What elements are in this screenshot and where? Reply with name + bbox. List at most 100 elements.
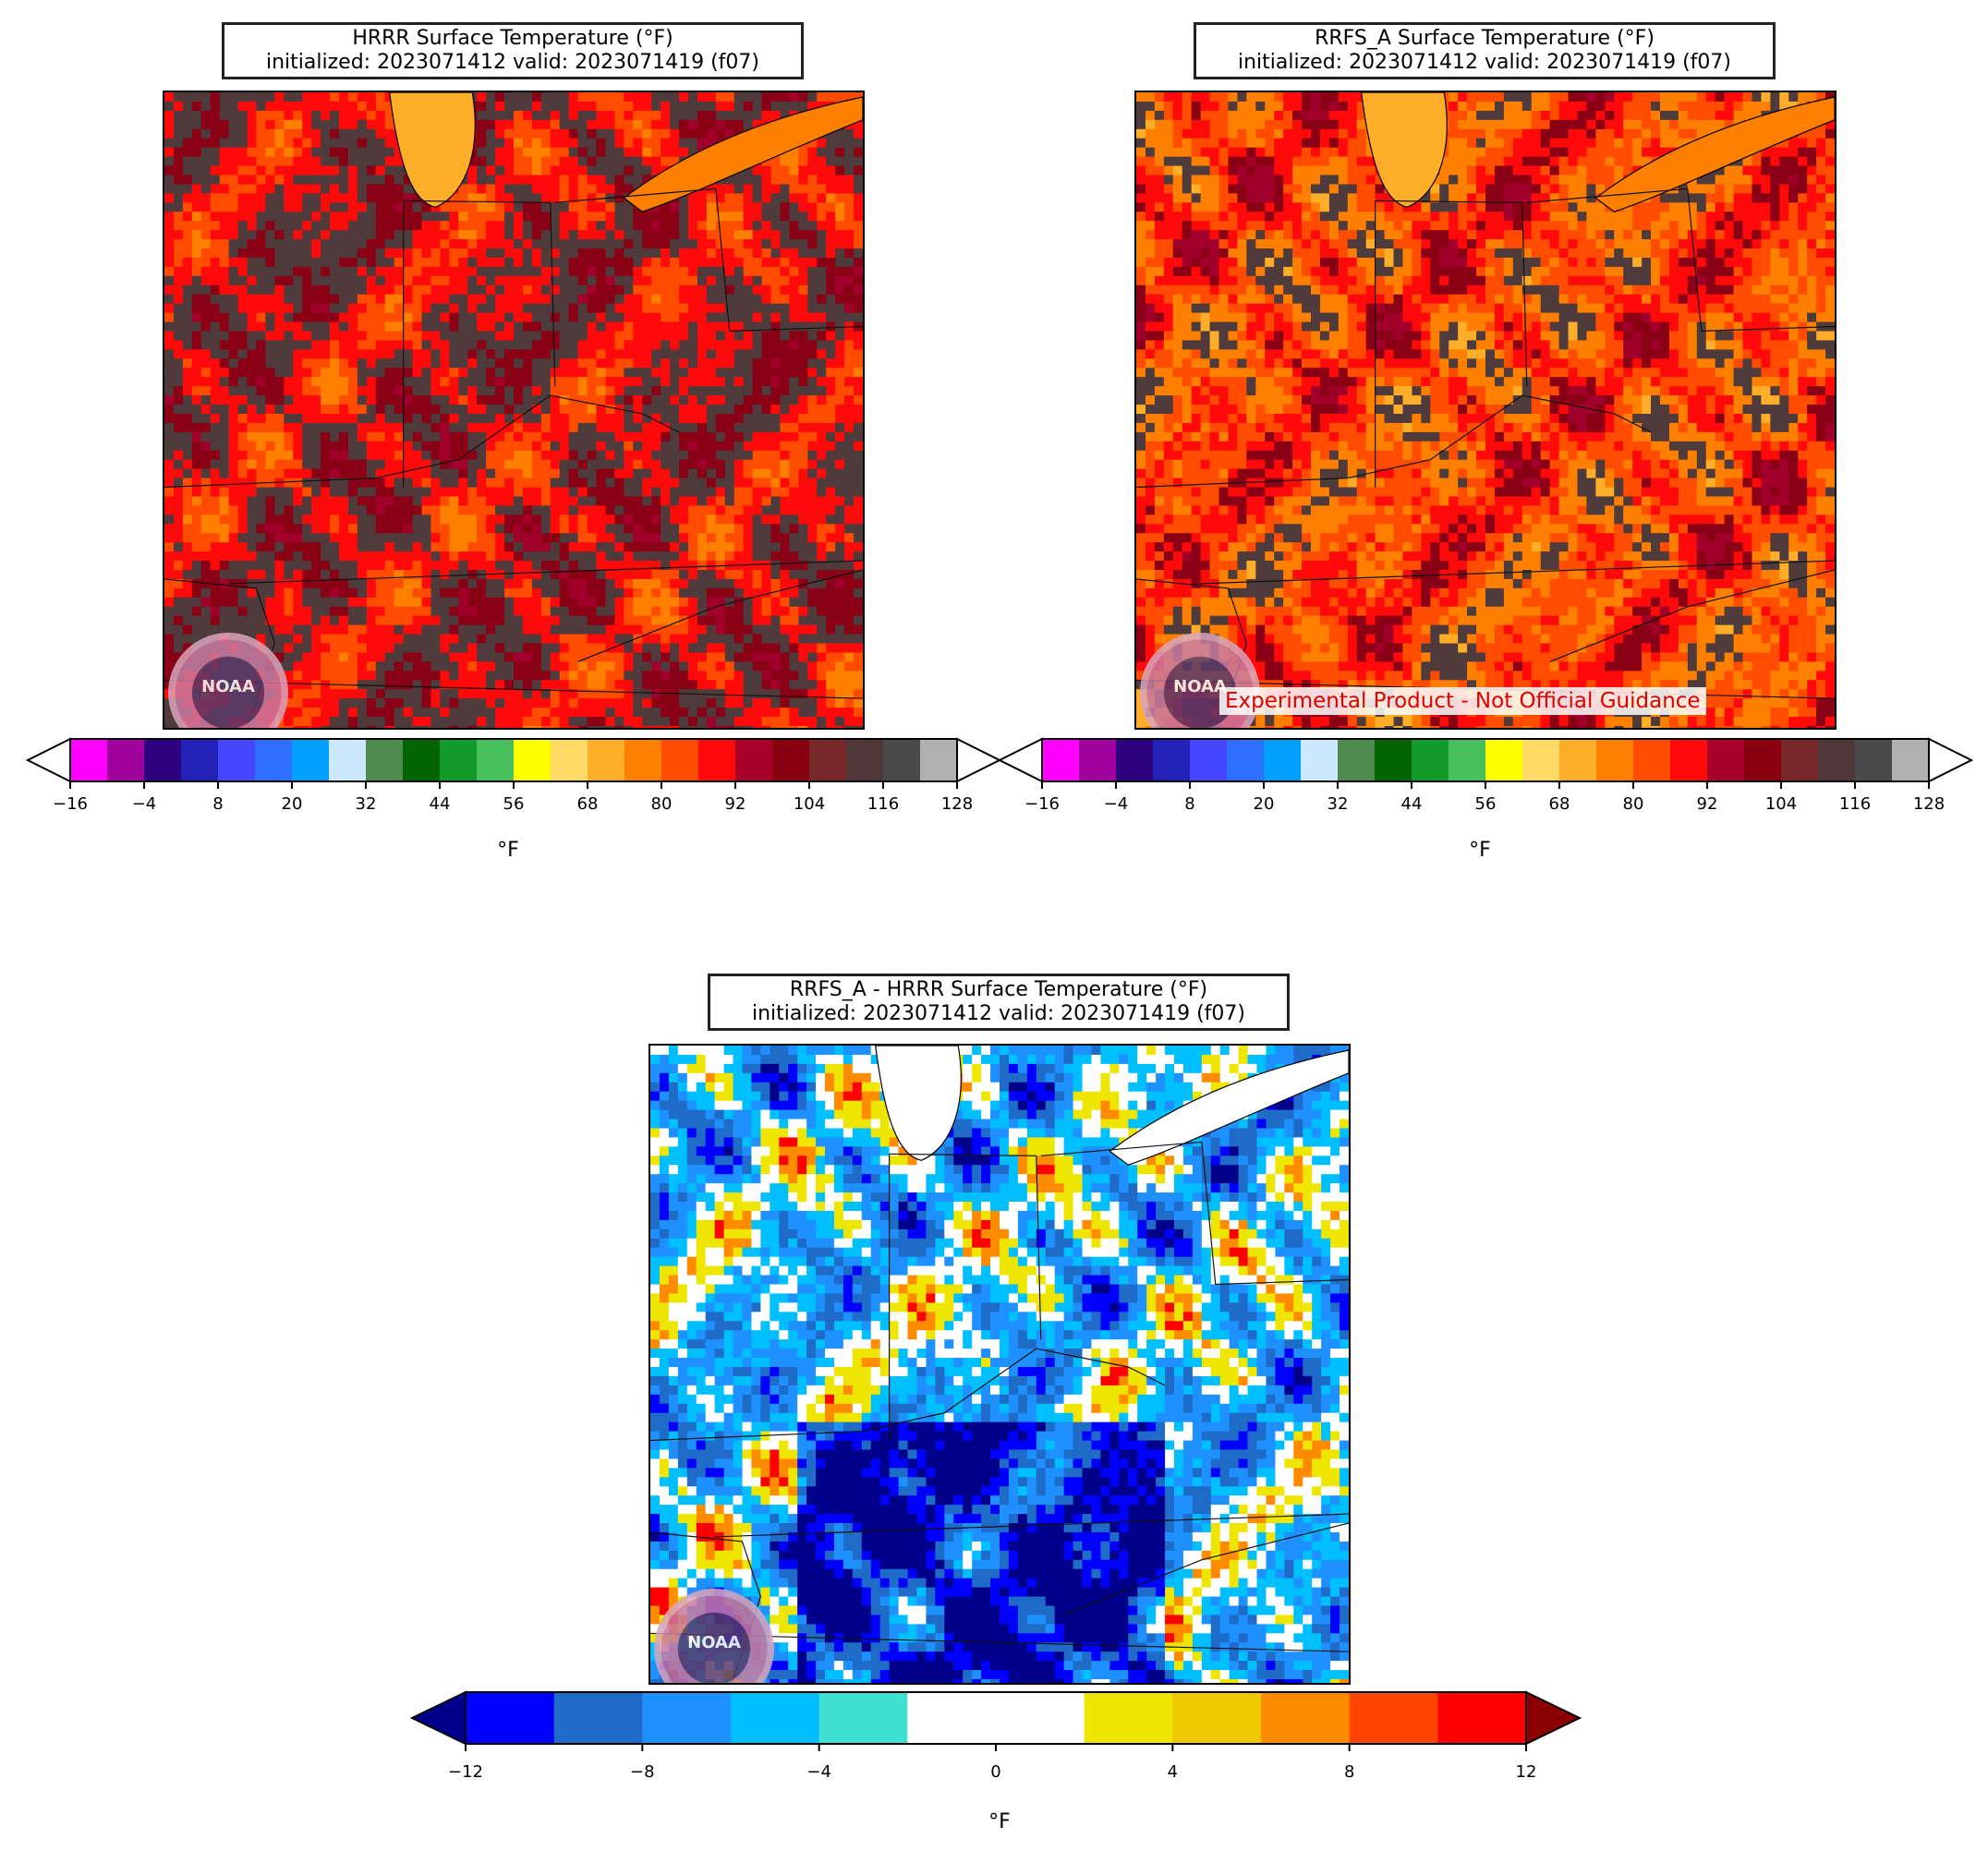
state-border	[1136, 394, 1652, 489]
colorbar-swatch	[588, 739, 625, 781]
state-border	[228, 560, 863, 585]
noaa-logo-icon: NOAA	[654, 1589, 774, 1683]
colorbar-tick-label: 68	[577, 794, 599, 814]
colorbar-tick-label: 12	[1516, 1762, 1537, 1782]
colorbar-tick-label: 128	[1913, 794, 1945, 814]
rrfs-temperature-map: NOAA Experimental Product - Not Official…	[1134, 91, 1836, 730]
colorbar-swatch	[920, 739, 958, 781]
colorbar-swatch	[1596, 739, 1634, 781]
colorbar-tick-label: −8	[630, 1762, 655, 1782]
colorbar-tick-label: 68	[1549, 794, 1570, 814]
colorbar-tick-label: 32	[356, 794, 377, 814]
state-border	[1549, 569, 1835, 662]
colorbar-swatch	[1153, 739, 1191, 781]
colorbar-under-arrow	[25, 737, 71, 783]
diff-map-svg	[650, 1046, 1349, 1683]
colorbar-swatch	[514, 739, 552, 781]
colorbar-tick-label: 104	[1765, 794, 1797, 814]
colorbar-swatch	[403, 739, 441, 781]
colorbar-swatch	[1084, 1692, 1173, 1744]
colorbar-tick-label: 20	[282, 794, 303, 814]
hrrr-colorbar-svg: −16 −4 8 20 32 44 56 68 80 92 104 116 128	[25, 737, 1002, 814]
state-border	[889, 1153, 1036, 1156]
colorbar-under-arrow	[409, 1690, 467, 1746]
colorbar-swatch	[255, 739, 293, 781]
rrfs-colorbar-svg: −16 −4 8 20 32 44 56 68 80 92 104 116 128	[997, 737, 1974, 814]
colorbar-tick-label: −4	[132, 794, 157, 814]
colorbar-swatch	[144, 739, 182, 781]
lake-michigan	[1361, 92, 1448, 208]
colorbar-swatch	[661, 739, 699, 781]
colorbar-swatch	[440, 739, 478, 781]
diff-colorbar-unit: °F	[988, 1810, 1011, 1833]
lake-erie	[623, 96, 863, 212]
colorbar-tick-label: 56	[1475, 794, 1497, 814]
colorbar-swatch	[698, 739, 736, 781]
colorbar-swatch	[218, 739, 256, 781]
colorbar-tick-label: −4	[1104, 794, 1129, 814]
state-border	[714, 1513, 1349, 1538]
colorbar-tick-label: 80	[651, 794, 673, 814]
colorbar-swatch	[551, 739, 588, 781]
colorbar-tick-label: 4	[1168, 1762, 1178, 1782]
colorbar-tick-label: 44	[430, 794, 451, 814]
hrrr-title-line2: initialized: 2023071412 valid: 202307141…	[266, 51, 759, 74]
colorbar-swatch	[772, 739, 810, 781]
colorbar-swatch	[1261, 1692, 1351, 1744]
colorbar-swatch	[1670, 739, 1708, 781]
colorbar-swatch	[731, 1692, 820, 1744]
state-border	[1200, 560, 1835, 585]
colorbar-swatch	[1633, 739, 1671, 781]
colorbar-swatch	[735, 739, 773, 781]
state-border	[1201, 1142, 1349, 1286]
state-border	[1040, 1141, 1202, 1156]
rrfs-title-line1: RRFS_A Surface Temperature (°F)	[1315, 27, 1655, 50]
noaa-logo-icon: NOAA	[168, 633, 288, 728]
colorbar-swatch	[883, 739, 921, 781]
state-border	[577, 569, 863, 662]
diff-colorbar-svg: −12 −8 −4 0 4 8 12	[409, 1690, 1582, 1782]
colorbar-swatch	[107, 739, 145, 781]
colorbar-swatch	[329, 739, 367, 781]
state-border	[1375, 200, 1522, 203]
state-border	[550, 202, 556, 387]
colorbar-swatch	[818, 1692, 908, 1744]
colorbar-tick-label: 56	[503, 794, 525, 814]
colorbar-tick-label: 104	[794, 794, 825, 814]
hrrr-panel-title: HRRR Surface Temperature (°F) initialize…	[222, 22, 804, 79]
colorbar-tick-label: 44	[1401, 794, 1423, 814]
colorbar-swatch	[1855, 739, 1893, 781]
colorbar-swatch	[477, 739, 515, 781]
colorbar-swatch	[1172, 1692, 1262, 1744]
diff-title-line1: RRFS_A - HRRR Surface Temperature (°F)	[789, 978, 1208, 1001]
colorbar-swatch	[181, 739, 219, 781]
colorbar-swatch	[466, 1692, 555, 1744]
state-border	[554, 188, 716, 203]
colorbar-tick-label: 8	[1184, 794, 1194, 814]
state-border	[715, 188, 863, 333]
colorbar-swatch	[1227, 739, 1265, 781]
rrfs-colorbar: −16 −4 8 20 32 44 56 68 80 92 104 116 128	[997, 737, 1974, 829]
colorbar-swatch	[1079, 739, 1117, 781]
rrfs-map-svg	[1136, 92, 1835, 728]
colorbar-under-arrow	[997, 737, 1043, 783]
experimental-watermark: Experimental Product - Not Official Guid…	[1219, 687, 1706, 715]
colorbar-tick-label: 92	[725, 794, 746, 814]
state-border	[164, 394, 680, 489]
hrrr-temperature-map: NOAA	[163, 91, 865, 730]
colorbar-tick-label: 92	[1697, 794, 1718, 814]
colorbar-swatch	[809, 739, 847, 781]
state-border	[1687, 188, 1835, 333]
colorbar-tick-label: −12	[448, 1762, 483, 1782]
colorbar-swatch	[1781, 739, 1819, 781]
colorbar-over-arrow	[956, 737, 1002, 783]
colorbar-swatch	[1892, 739, 1930, 781]
colorbar-tick-label: 128	[941, 794, 973, 814]
rrfs-colorbar-unit: °F	[1469, 839, 1491, 862]
noaa-logo-text: NOAA	[201, 677, 255, 696]
colorbar-swatch	[1042, 739, 1080, 781]
lake-erie	[1109, 1049, 1349, 1166]
state-border	[1036, 1155, 1042, 1340]
colorbar-over-arrow	[1525, 1690, 1582, 1746]
colorbar-swatch	[1338, 739, 1376, 781]
